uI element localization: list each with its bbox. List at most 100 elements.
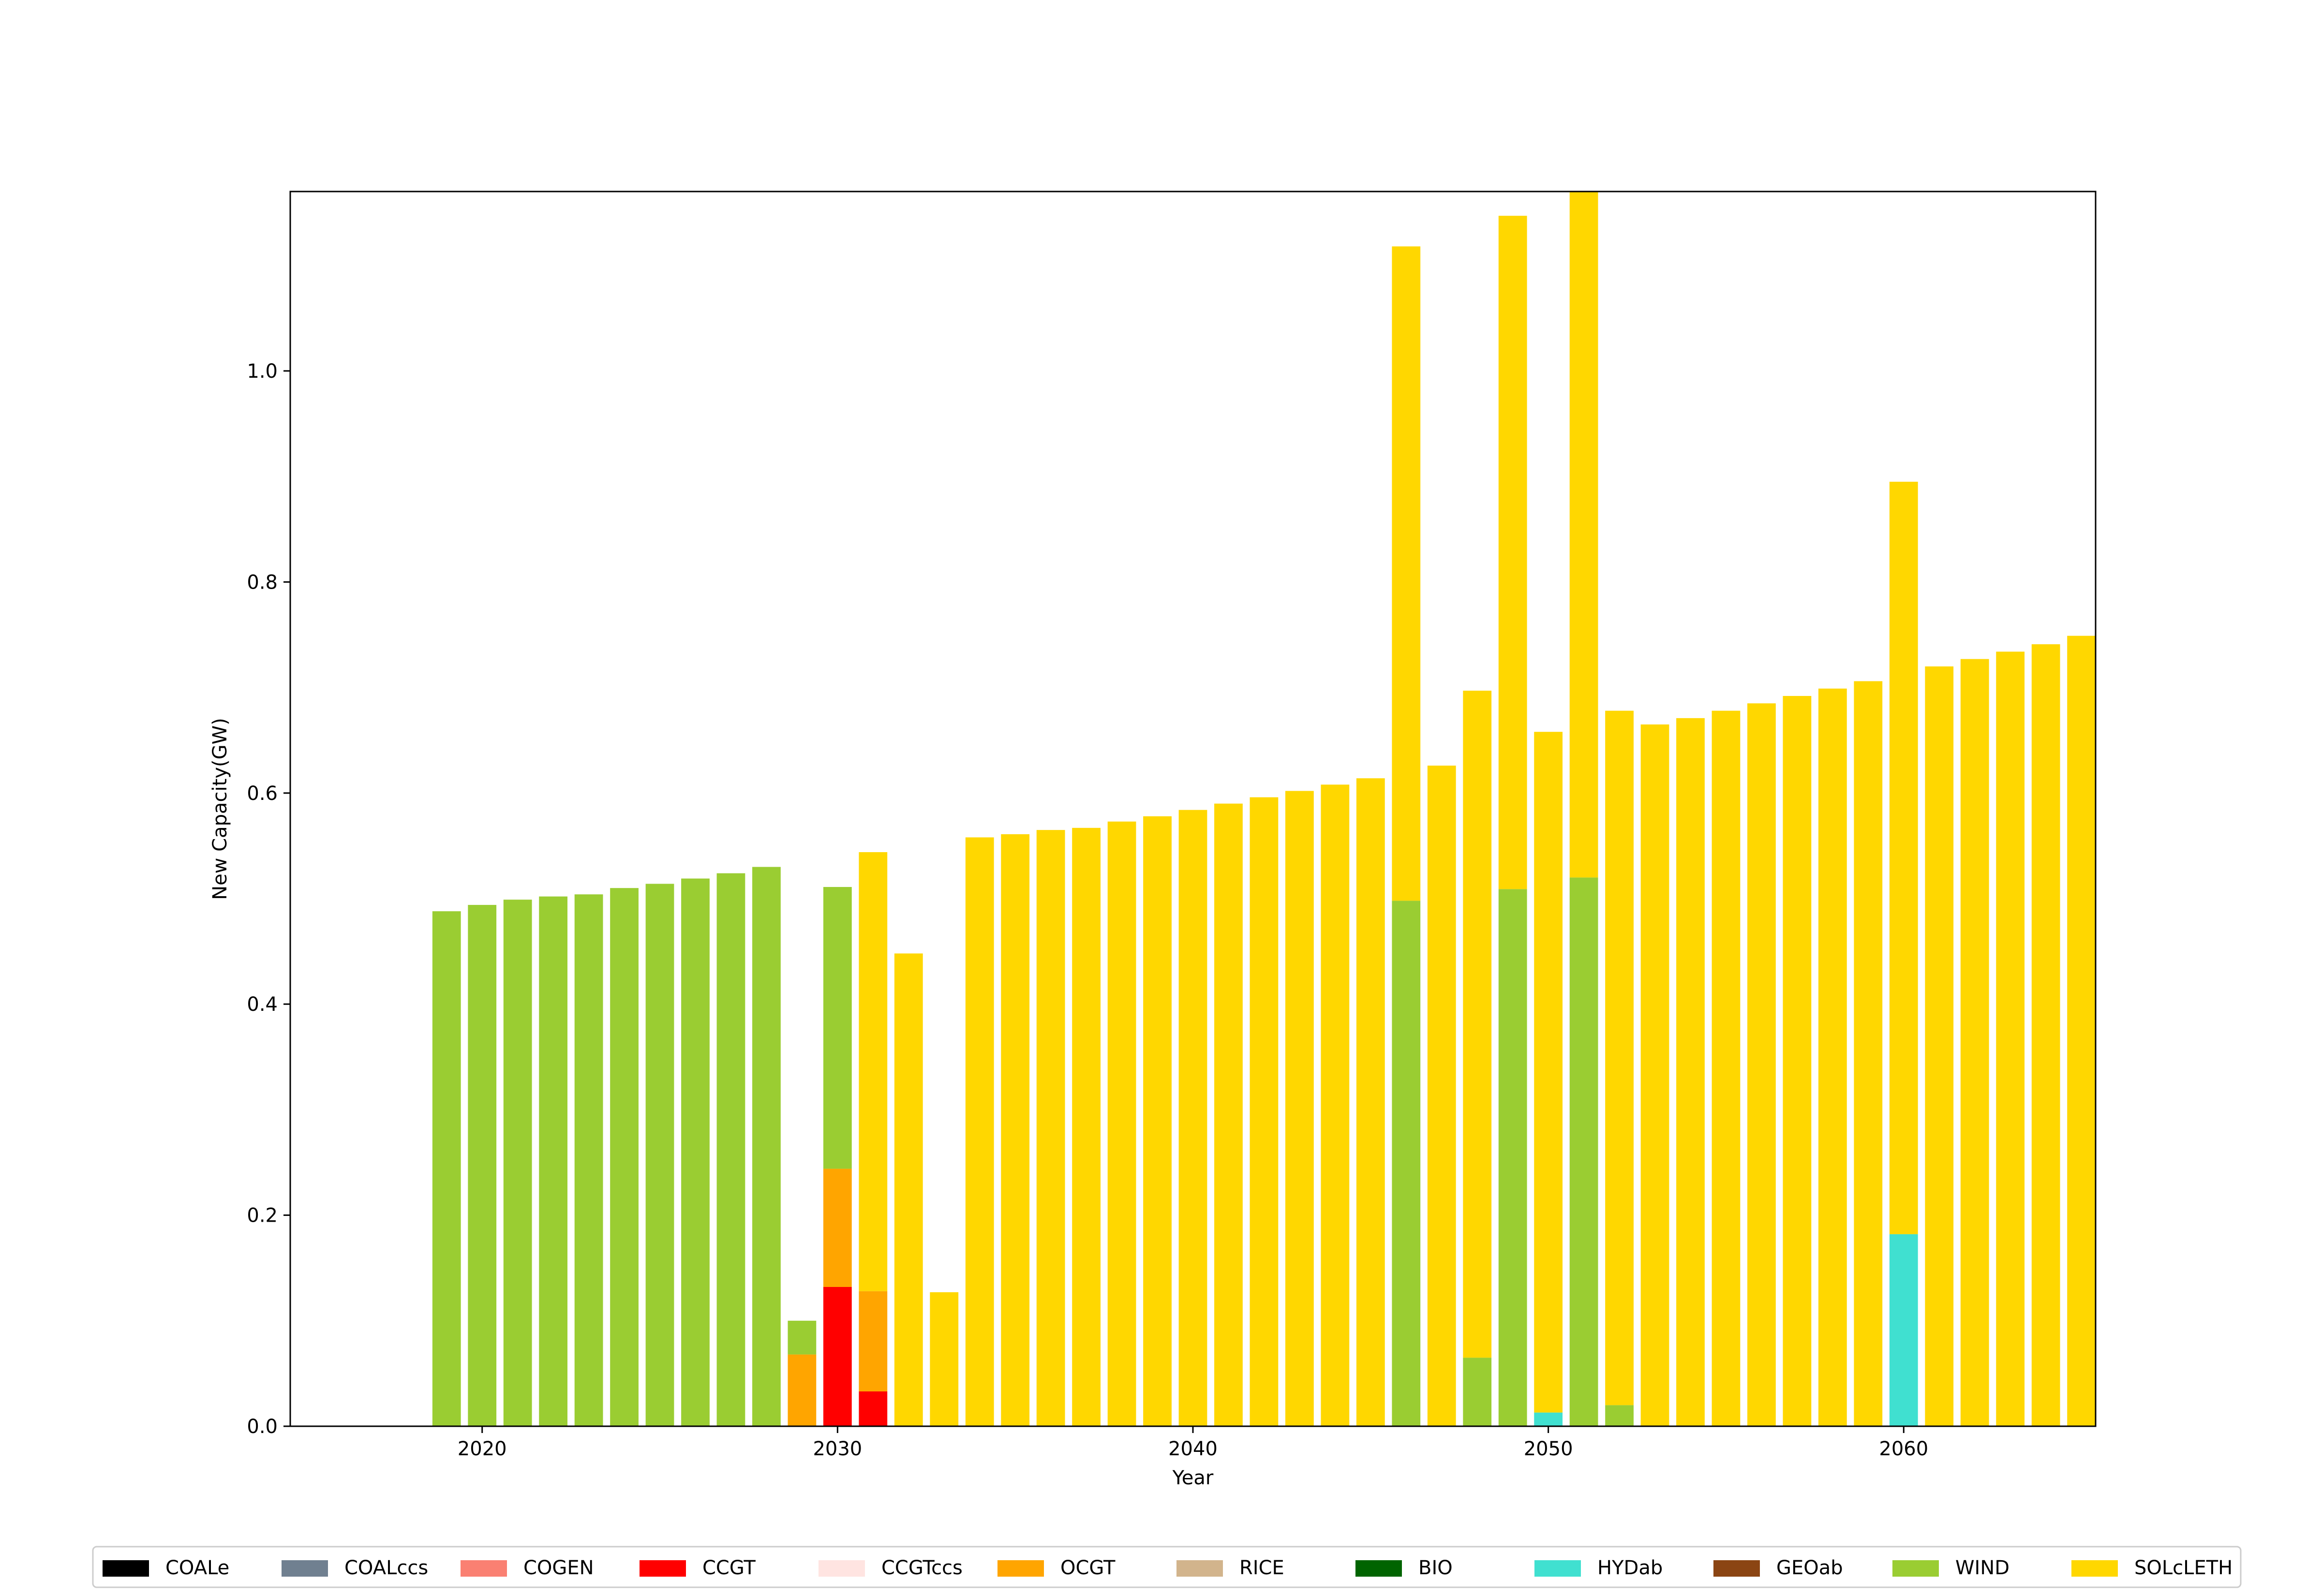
legend-label-wind: WIND <box>1955 1557 2009 1579</box>
bar-solcleth-2034 <box>965 837 994 1426</box>
bar-hydab-2060 <box>1889 1234 1918 1426</box>
y-tick-label: 0.8 <box>247 571 278 593</box>
bar-solcleth-2051 <box>1569 192 1598 878</box>
bar-solcleth-2035 <box>1001 834 1030 1426</box>
bar-solcleth-2063 <box>1996 651 2025 1426</box>
bar-solcleth-2056 <box>1747 703 1776 1426</box>
legend-label-solcleth: SOLcLETH <box>2134 1557 2233 1579</box>
bar-ocgt-2031 <box>859 1291 888 1391</box>
bars-layer <box>432 192 2096 1426</box>
legend-box <box>92 1546 2242 1588</box>
bar-wind-2025 <box>645 884 674 1426</box>
x-tick-label: 2020 <box>458 1438 507 1460</box>
bar-solcleth-2046 <box>1392 246 1421 901</box>
legend-swatch-solcleth <box>2071 1560 2118 1577</box>
bar-solcleth-2036 <box>1036 830 1065 1426</box>
bar-wind-2052 <box>1605 1405 1634 1426</box>
bar-solcleth-2059 <box>1854 681 1883 1426</box>
bar-wind-2051 <box>1569 877 1598 1426</box>
bar-solcleth-2061 <box>1925 666 1954 1426</box>
bar-wind-2021 <box>503 900 532 1426</box>
bar-wind-2030 <box>823 887 852 1169</box>
bar-solcleth-2050 <box>1534 732 1563 1413</box>
y-tick-label: 0.0 <box>247 1416 278 1438</box>
legend-swatch-ocgt <box>997 1560 1044 1577</box>
y-tick-label: 1.0 <box>247 360 278 383</box>
bar-solcleth-2048 <box>1463 691 1492 1358</box>
legend-label-ccgt: CCGT <box>702 1557 756 1579</box>
bar-solcleth-2058 <box>1818 688 1847 1426</box>
bar-solcleth-2045 <box>1356 778 1385 1426</box>
bar-ccgt-2030 <box>823 1286 852 1426</box>
legend-label-rice: RICE <box>1239 1557 1284 1579</box>
legend: COALe COALccs COGEN CCGT CCGTccs OCGT RICE BIO H… <box>92 1546 2242 1588</box>
bar-ocgt-2029 <box>788 1354 817 1426</box>
y-tick-label: 0.6 <box>247 783 278 805</box>
legend-swatch-ccgtccs <box>819 1560 865 1577</box>
bar-wind-2023 <box>574 894 603 1426</box>
bar-solcleth-2043 <box>1285 791 1314 1426</box>
bar-wind-2027 <box>716 873 745 1426</box>
legend-swatch-rice <box>1176 1560 1223 1577</box>
bar-hydab-2050 <box>1534 1412 1563 1426</box>
bar-solcleth-2037 <box>1072 828 1101 1426</box>
legend-label-geoab: GEOab <box>1776 1557 1843 1579</box>
y-tick-label: 0.4 <box>247 993 278 1016</box>
y-axis: 0.0 0.2 0.4 0.6 0.8 1.0 <box>247 360 290 1438</box>
bar-solcleth-2038 <box>1107 821 1136 1426</box>
bar-solcleth-2039 <box>1143 816 1172 1426</box>
bar-solcleth-2040 <box>1178 810 1207 1426</box>
bar-solcleth-2041 <box>1214 803 1243 1426</box>
legend-label-coalccs: COALccs <box>344 1557 428 1579</box>
legend-swatch-coalccs <box>282 1560 328 1577</box>
x-tick-label: 2040 <box>1168 1438 1218 1460</box>
bar-wind-2020 <box>468 905 497 1426</box>
x-tick-label: 2030 <box>813 1438 862 1460</box>
bar-solcleth-2033 <box>930 1292 959 1426</box>
legend-swatch-geoab <box>1713 1560 1760 1577</box>
legend-swatch-cogen <box>461 1560 507 1577</box>
bar-solcleth-2047 <box>1427 766 1456 1426</box>
bar-solcleth-2065 <box>2067 635 2096 1426</box>
bar-solcleth-2031 <box>859 852 888 1291</box>
legend-swatch-coale <box>103 1560 149 1577</box>
bar-wind-2049 <box>1498 889 1527 1426</box>
legend-label-hydab: HYDab <box>1597 1557 1663 1579</box>
bar-solcleth-2032 <box>894 953 923 1426</box>
legend-swatch-hydab <box>1534 1560 1581 1577</box>
bar-solcleth-2064 <box>2031 644 2060 1426</box>
legend-swatch-wind <box>1892 1560 1939 1577</box>
bar-wind-2028 <box>752 867 781 1426</box>
bar-wind-2022 <box>539 896 568 1426</box>
bar-wind-2046 <box>1392 901 1421 1426</box>
y-axis-label: New Capacity(GW) <box>209 718 231 900</box>
bar-solcleth-2054 <box>1676 718 1705 1426</box>
legend-label-ccgtccs: CCGTccs <box>881 1557 963 1579</box>
bar-solcleth-2060 <box>1889 482 1918 1234</box>
bar-solcleth-2053 <box>1640 724 1669 1426</box>
legend-label-cogen: COGEN <box>523 1557 594 1579</box>
x-tick-label: 2060 <box>1879 1438 1928 1460</box>
x-tick-label: 2050 <box>1524 1438 1573 1460</box>
bar-solcleth-2055 <box>1712 710 1741 1426</box>
bar-ccgt-2031 <box>859 1391 888 1426</box>
legend-label-bio: BIO <box>1418 1557 1453 1579</box>
y-tick-label: 0.2 <box>247 1205 278 1227</box>
legend-label-ocgt: OCGT <box>1060 1557 1116 1579</box>
bar-solcleth-2049 <box>1498 216 1527 889</box>
legend-swatch-bio <box>1355 1560 1402 1577</box>
bar-solcleth-2057 <box>1783 696 1812 1426</box>
x-axis: 2020 2030 2040 2050 2060 <box>458 1426 1928 1460</box>
bar-wind-2048 <box>1463 1358 1492 1426</box>
bar-wind-2029 <box>788 1320 817 1355</box>
bar-solcleth-2062 <box>1960 659 1989 1426</box>
legend-swatch-ccgt <box>640 1560 686 1577</box>
bar-ocgt-2030 <box>823 1168 852 1287</box>
bar-solcleth-2042 <box>1250 797 1279 1426</box>
bar-solcleth-2044 <box>1321 784 1350 1426</box>
bar-wind-2026 <box>681 878 710 1426</box>
legend-label-coale: COALe <box>165 1557 229 1579</box>
bar-wind-2024 <box>610 888 639 1426</box>
x-axis-label: Year <box>1172 1467 1214 1489</box>
